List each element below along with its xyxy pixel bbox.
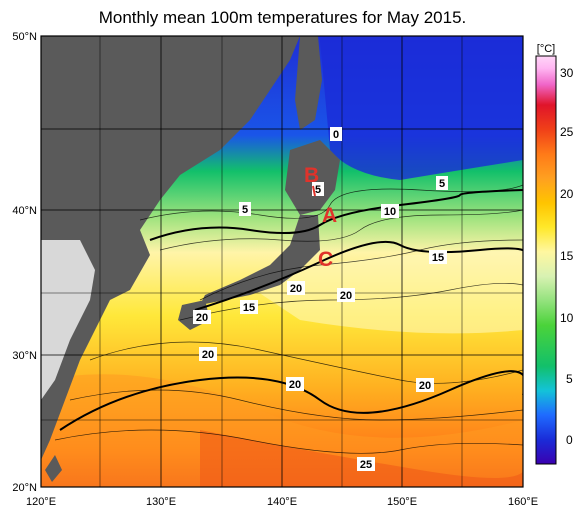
land-outside-domain xyxy=(41,240,95,400)
cb-tick-20: 20 xyxy=(560,187,574,201)
contour-label-20b: 20 xyxy=(340,290,352,302)
lon-label-140: 140°E xyxy=(267,496,297,508)
latitude-labels: 50°N 40°N 30°N 20°N xyxy=(12,31,37,494)
contour-label-25: 25 xyxy=(360,459,372,471)
cb-tick-15: 15 xyxy=(560,249,574,263)
lon-label-120: 120°E xyxy=(26,496,56,508)
marker-a: A xyxy=(322,204,337,227)
cb-tick-25: 25 xyxy=(560,125,574,139)
colorbar xyxy=(535,55,557,465)
lon-label-150: 150°E xyxy=(387,496,417,508)
lat-label-20: 20°N xyxy=(12,482,37,494)
map-area xyxy=(41,36,523,487)
colorbar-unit: [°C] xyxy=(537,43,555,55)
land-taiwan xyxy=(45,455,62,482)
cb-tick-0: 0 xyxy=(566,433,573,447)
subtropical-region xyxy=(240,250,523,334)
map-title: Monthly mean 100m temperatures for May 2… xyxy=(98,8,467,27)
cold-region xyxy=(320,40,523,180)
contour-label-20d: 20 xyxy=(202,349,214,361)
lat-label-50: 50°N xyxy=(12,31,37,43)
marker-b-pointer xyxy=(312,185,316,197)
contour-label-5b: 5 xyxy=(242,204,248,216)
bold-contours xyxy=(59,189,523,431)
contour-label-5c: 5 xyxy=(439,178,445,190)
contour-label-5a: 5 xyxy=(315,184,321,196)
contour-label-10: 10 xyxy=(384,206,396,218)
lon-label-130: 130°E xyxy=(146,496,176,508)
contour-labels: 0 5 5 5 10 15 15 20 20 20 20 20 20 25 xyxy=(193,127,448,471)
land-hokkaido xyxy=(285,140,340,215)
lon-label-160: 160°E xyxy=(508,496,538,508)
land-sakhalin xyxy=(295,36,322,130)
contour-label-15b: 15 xyxy=(243,302,255,314)
lat-label-30: 30°N xyxy=(12,350,37,362)
colorbar-ticks: 30 25 20 15 10 5 0 xyxy=(560,66,574,447)
contour-label-20c: 20 xyxy=(196,312,208,324)
contour-label-20e: 20 xyxy=(289,379,301,391)
map-frame xyxy=(40,35,524,488)
longitude-labels: 120°E 130°E 140°E 150°E 160°E xyxy=(26,496,538,508)
lat-label-40: 40°N xyxy=(12,205,37,217)
land-asia xyxy=(41,36,300,460)
graticule xyxy=(41,36,523,487)
contour-label-0: 0 xyxy=(333,129,339,141)
marker-b: B xyxy=(304,164,319,187)
contour-label-15a: 15 xyxy=(432,252,444,264)
cb-tick-30: 30 xyxy=(560,66,574,80)
contour-label-20f: 20 xyxy=(419,380,431,392)
contour-label-20a: 20 xyxy=(290,283,302,295)
cb-tick-10: 10 xyxy=(560,311,574,325)
region-markers: A B C xyxy=(304,164,337,271)
hot-region xyxy=(200,430,523,487)
cb-tick-5: 5 xyxy=(566,372,573,386)
marker-c: C xyxy=(318,248,333,271)
